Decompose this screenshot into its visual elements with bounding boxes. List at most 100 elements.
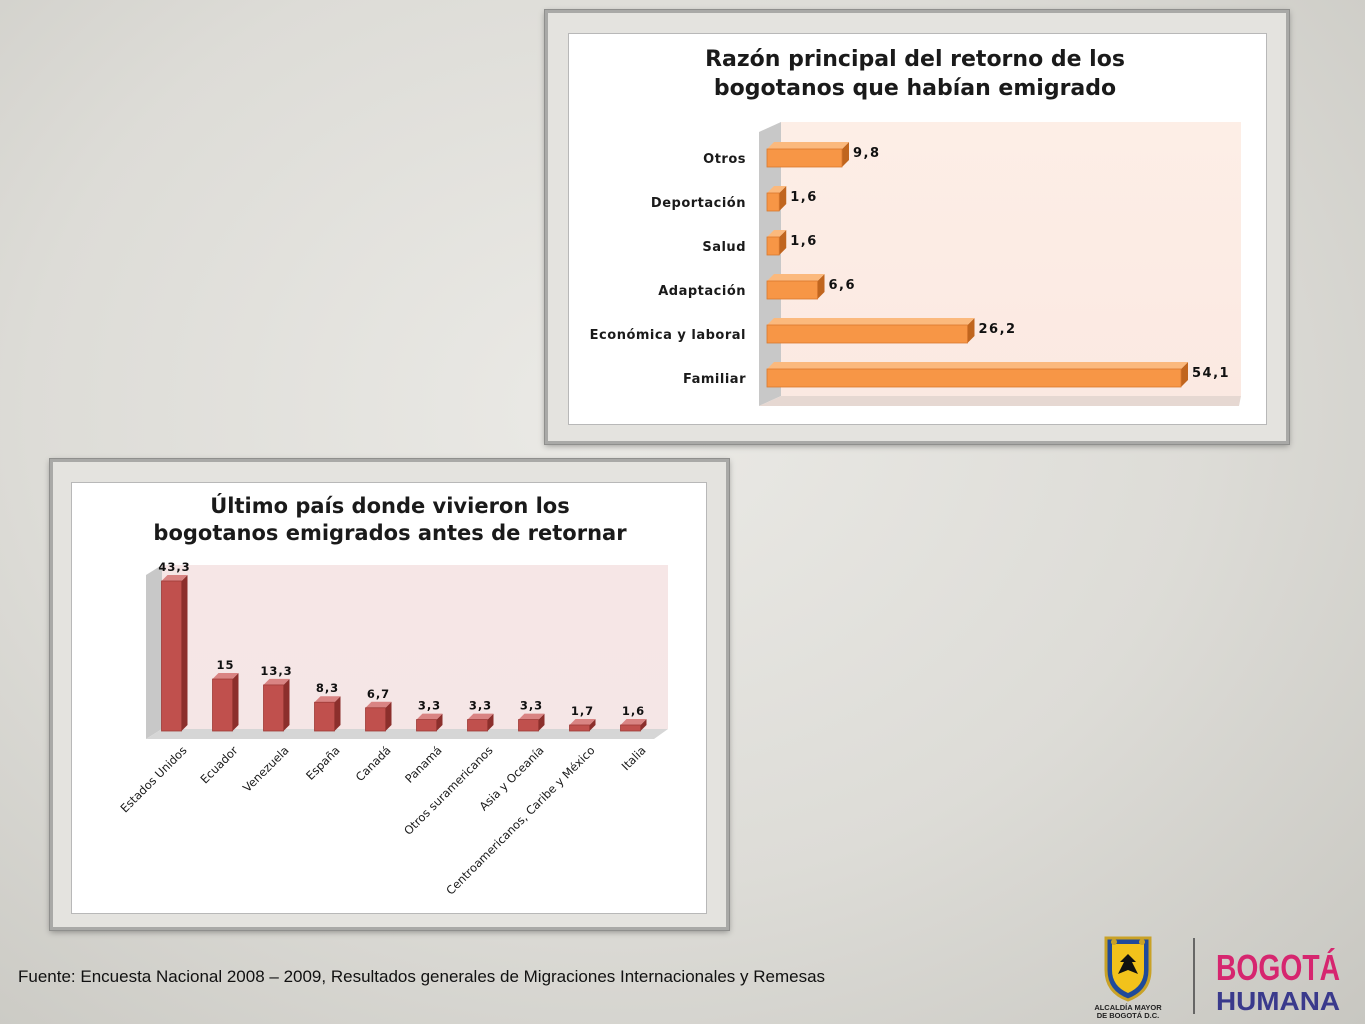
bar-face <box>766 192 780 212</box>
bar-side <box>538 713 545 731</box>
plot-area <box>162 565 668 729</box>
data-label: 43,3 <box>158 560 190 574</box>
category-label: Panamá <box>402 743 444 785</box>
data-label: 1,7 <box>571 704 594 718</box>
data-label: 9,8 <box>853 146 881 161</box>
category-label: Salud <box>702 240 746 255</box>
bar-side <box>779 230 787 255</box>
bar-side <box>1181 362 1188 387</box>
bar-top <box>767 274 825 281</box>
bar-top <box>263 678 290 685</box>
axis-wall <box>146 565 162 739</box>
plot-floor <box>146 729 668 739</box>
data-label: 15 <box>216 658 234 672</box>
bar-7 <box>467 713 494 732</box>
coat-of-arms-icon <box>1104 936 1152 1002</box>
bar-top <box>314 696 341 703</box>
alcaldia-line-2: DE BOGOTÁ D.C. <box>1097 1011 1160 1020</box>
data-label: 3,3 <box>418 699 441 713</box>
last-country-chart: Último país donde vivieron los bogotanos… <box>117 493 668 898</box>
bar-4 <box>766 274 825 300</box>
bar-side <box>640 719 647 731</box>
chart-panel-return-reason: Razón principal del retorno de los bogot… <box>568 33 1267 425</box>
alcaldia-line-1: ALCALDÍA MAYOR <box>1094 1003 1162 1012</box>
bar-face <box>467 719 488 732</box>
bar-top <box>518 713 545 720</box>
bar-top <box>569 719 596 725</box>
bar-face <box>620 724 641 732</box>
bar-face <box>766 368 1182 388</box>
category-label: Otros <box>703 152 746 167</box>
category-label: Canadá <box>353 743 394 784</box>
bar-face <box>766 324 968 344</box>
bar-face <box>569 724 590 732</box>
bar-5 <box>365 701 392 732</box>
category-label: Ecuador <box>197 743 240 786</box>
bar-6 <box>416 713 443 732</box>
bar-4 <box>314 696 341 732</box>
bar-top <box>620 719 647 725</box>
data-label: 1,6 <box>790 234 818 249</box>
bar-3 <box>766 230 787 256</box>
category-label: Otros suramericanos <box>401 743 496 838</box>
data-label: 6,6 <box>829 278 857 293</box>
bar-side <box>436 713 443 731</box>
bar-1 <box>161 575 188 732</box>
bar-2 <box>766 186 787 212</box>
bar-side <box>385 701 392 731</box>
bar-face <box>365 707 386 732</box>
bar-side <box>841 142 849 167</box>
category-label: Deportación <box>651 196 746 211</box>
bar-top <box>767 230 787 237</box>
bar-3 <box>263 678 290 732</box>
chart-frame-return-reason: Razón principal del retorno de los bogot… <box>545 10 1289 444</box>
chart-panel-last-country: Último país donde vivieron los bogotanos… <box>71 482 707 914</box>
bar-top <box>467 713 494 720</box>
bar-face <box>766 236 780 256</box>
logo-svg: ALCALDÍA MAYOR DE BOGOTÁ D.C. BOGOTÁ HUM… <box>1094 936 1340 1020</box>
bar-top <box>767 362 1188 369</box>
bogota-wordmark: BOGOTÁ <box>1216 947 1340 988</box>
bar-10 <box>620 719 647 732</box>
data-label: 1,6 <box>622 704 645 718</box>
bar-side <box>967 318 975 343</box>
bar-top <box>365 701 392 708</box>
bar-side <box>817 274 825 299</box>
bar-face <box>766 280 818 300</box>
logos: ALCALDÍA MAYOR DE BOGOTÁ D.C. BOGOTÁ HUM… <box>1090 930 1350 1020</box>
chart-frame-last-country: Último país donde vivieron los bogotanos… <box>50 459 729 930</box>
bar-face <box>212 678 233 732</box>
bar-top <box>161 575 188 581</box>
plot-area <box>781 122 1241 396</box>
bar-5 <box>766 318 975 344</box>
source-footnote: Fuente: Encuesta Nacional 2008 – 2009, R… <box>18 967 826 986</box>
chart-title-line-2: bogotanos que habían emigrado <box>714 76 1116 101</box>
category-label: España <box>303 743 343 783</box>
data-label: 3,3 <box>469 699 492 713</box>
bar-face <box>518 719 539 732</box>
bar-6 <box>766 362 1188 388</box>
bar-top <box>767 318 975 325</box>
bar-side <box>779 186 787 211</box>
bar-side <box>589 719 596 731</box>
data-label: 54,1 <box>1192 366 1230 381</box>
bar-face <box>416 719 437 732</box>
data-label: 3,3 <box>520 699 543 713</box>
bar-face <box>161 580 182 732</box>
bar-side <box>283 678 290 731</box>
bar-top <box>416 713 443 720</box>
bar-9 <box>569 719 596 732</box>
bar-face <box>263 684 284 732</box>
category-label: Familiar <box>683 372 746 387</box>
plot-floor <box>759 396 1241 406</box>
category-label: Económica y laboral <box>590 328 746 343</box>
humana-wordmark: HUMANA <box>1216 986 1340 1016</box>
chart-title-line-1: Último país donde vivieron los <box>210 493 570 518</box>
bar-1 <box>766 142 849 168</box>
category-label: Adaptación <box>658 284 746 299</box>
data-label: 8,3 <box>316 681 339 695</box>
bar-8 <box>518 713 545 732</box>
data-label: 6,7 <box>367 687 390 701</box>
bar-face <box>766 148 843 168</box>
bar-side <box>334 696 341 731</box>
